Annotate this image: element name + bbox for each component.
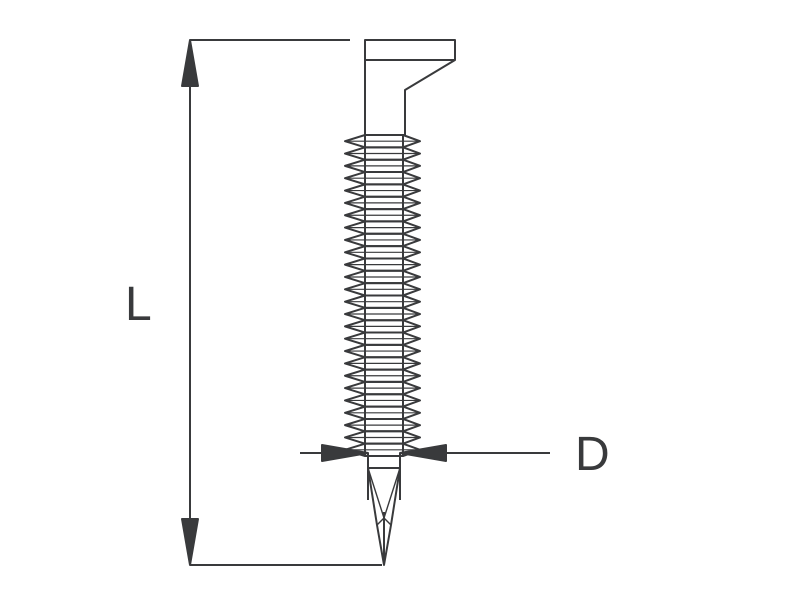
arrow-right-icon <box>322 445 368 461</box>
nail-head <box>365 40 455 135</box>
arrow-down-icon <box>182 519 198 565</box>
arrow-left-icon <box>400 445 446 461</box>
ring-shank <box>345 135 420 456</box>
diagram-canvas: LD <box>0 0 800 600</box>
nail-diagram-svg: LD <box>0 0 800 600</box>
nail-collar <box>368 456 400 468</box>
arrow-up-icon <box>182 40 198 86</box>
label-D: D <box>575 428 610 481</box>
dimension-L: L <box>125 40 382 565</box>
label-L: L <box>125 278 152 331</box>
